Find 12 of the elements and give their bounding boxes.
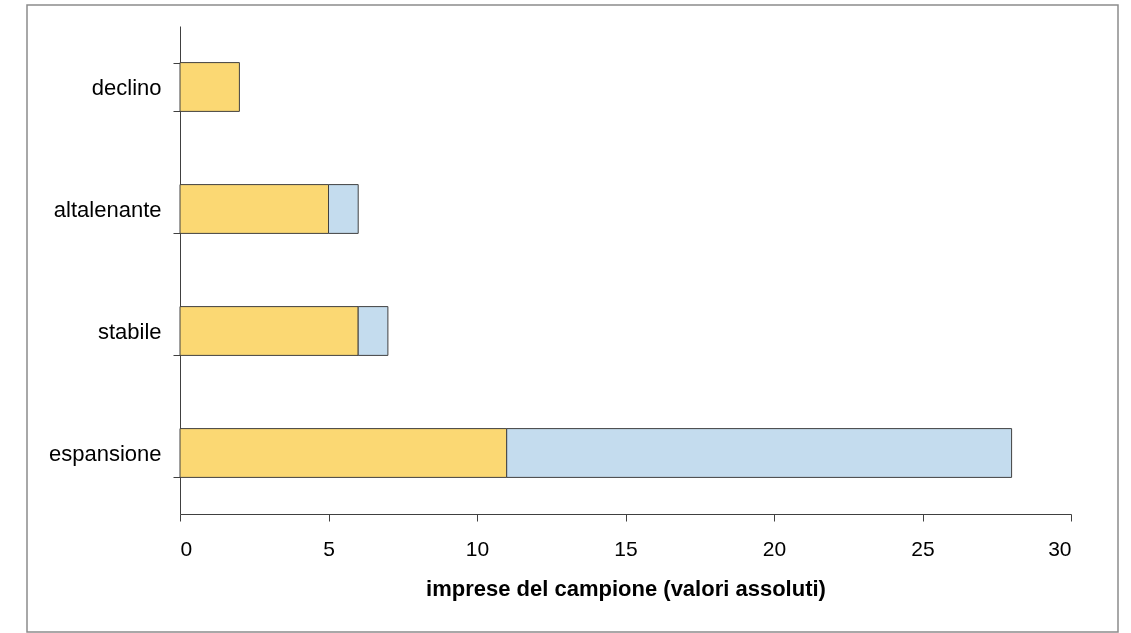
y-tick-label: espansione — [48, 440, 162, 466]
x-tick-label: 30 — [1048, 536, 1072, 560]
y-tick-label: declino — [91, 74, 162, 100]
x-tick-label: 25 — [911, 536, 935, 560]
y-tick-label: stabile — [97, 318, 162, 344]
x-tick-label: 0 — [180, 536, 193, 560]
x-axis-title: imprese del campione (valori assoluti) — [426, 575, 826, 601]
y-tick-label: altalenante — [53, 196, 162, 222]
x-tick-label: 5 — [323, 536, 335, 560]
x-tick-label: 15 — [614, 536, 638, 560]
x-tick-label: 10 — [465, 536, 490, 560]
x-tick-label: 20 — [762, 536, 787, 560]
